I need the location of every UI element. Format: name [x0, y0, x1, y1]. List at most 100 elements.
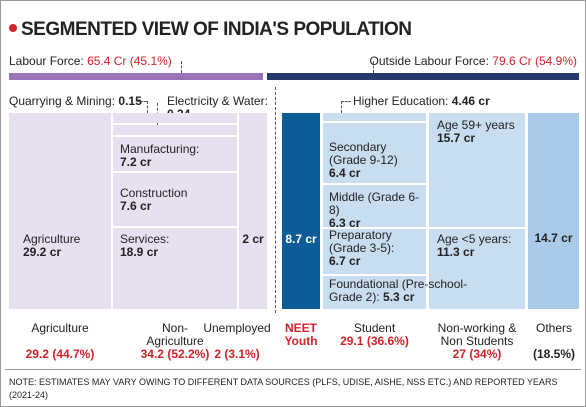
label: Electricity & Water:	[167, 94, 268, 108]
manufacturing-block: Manufacturing: 7.2 cr	[113, 137, 237, 171]
label: Age <5 years:	[437, 232, 512, 246]
footer-agriculture: Agriculture 29.2 (44.7%)	[5, 322, 115, 361]
label: Non-working &	[437, 321, 517, 335]
label: Higher Education:	[353, 94, 449, 108]
label: Youth	[284, 334, 318, 348]
value: 14.7 cr	[534, 231, 573, 245]
quarrying-block	[113, 113, 237, 123]
secondary-block: Secondary (Grade 9-12) 6.4 cr	[323, 123, 426, 183]
block-label: Agriculture 29.2 cr	[23, 233, 80, 259]
block-label: Age <5 years: 11.3 cr	[437, 233, 511, 259]
pct: (3.1%)	[224, 347, 260, 361]
value: 6.3 cr	[329, 216, 361, 230]
label: Non-	[161, 321, 188, 335]
construction-block: Construction 7.6 cr	[113, 173, 237, 226]
label: Secondary (Grade 9-12)	[329, 140, 398, 167]
label: Manufacturing:	[120, 142, 200, 156]
separator	[5, 369, 581, 370]
block-label: Services: 18.9 cr	[120, 233, 169, 259]
pct: (44.7%)	[52, 347, 95, 361]
value: 29.1	[340, 334, 364, 348]
value: 18.9 cr	[120, 245, 159, 259]
label: Foundational (Pre-school-Grade 2):	[329, 277, 468, 304]
neet-block: 8.7 cr	[282, 113, 320, 309]
note: NOTE: ESTIMATES MAY VARY OWING TO DIFFER…	[9, 377, 558, 400]
agriculture-block: Agriculture 29.2 cr	[9, 113, 111, 309]
block-label: Construction 7.6 cr	[120, 187, 187, 213]
value: 29.2 cr	[23, 245, 62, 259]
block-label: Middle (Grade 6-8) 6.3 cr	[329, 191, 426, 230]
value: 8.7 cr	[285, 232, 317, 246]
quarrying-callout: Quarrying & Mining: 0.15	[9, 95, 142, 108]
labour-label: Labour Force: 65.4 Cr (45.1%)	[9, 55, 172, 68]
value: 15.7 cr	[437, 131, 476, 145]
pct: (52.2%)	[167, 347, 210, 361]
label: NEET	[284, 321, 317, 335]
connector	[147, 101, 148, 113]
electricity-block	[113, 125, 237, 135]
value: 4.46 cr	[451, 94, 490, 108]
title: SEGMENTED VIEW OF INDIA'S POPULATION	[21, 19, 412, 40]
label: Middle (Grade 6-8)	[329, 190, 420, 217]
outside-value: 79.6 Cr	[492, 54, 532, 68]
value: 6.7 cr	[329, 254, 361, 268]
foundational-block: Foundational (Pre-school-Grade 2): 5.3 c…	[323, 276, 467, 309]
outside-bar	[267, 73, 579, 80]
value: 11.3 cr	[437, 245, 475, 259]
unemployed-block: 2 cr	[239, 113, 267, 309]
pct: (36.6%)	[366, 334, 409, 348]
connector	[137, 101, 147, 102]
footer-non-agriculture: Non- Agriculture 34.2 (52.2%)	[115, 322, 235, 361]
middle-block: Middle (Grade 6-8) 6.3 cr	[323, 185, 426, 230]
pct: (34%)	[469, 347, 502, 361]
block-label: Preparatory (Grade 3-5): 6.7 cr	[329, 229, 425, 268]
footer-others: Others (18.5%)	[525, 322, 583, 361]
labour-bar	[9, 73, 263, 80]
label: Non Students	[440, 334, 514, 348]
label: Preparatory (Grade 3-5):	[329, 228, 395, 255]
connector	[341, 101, 351, 102]
footer-unemployed: Unemployed 2 (3.1%)	[201, 322, 273, 361]
value: 29.2	[25, 347, 49, 361]
value: 27	[452, 347, 466, 361]
value: 34.2	[140, 347, 164, 361]
block-label: Manufacturing: 7.2 cr	[120, 143, 199, 169]
block-label: Secondary (Grade 9-12) 6.4 cr	[329, 141, 425, 180]
block-label: Age 59+ years 15.7 cr	[437, 119, 515, 145]
higher-ed-callout: Higher Education: 4.46 cr	[353, 95, 490, 108]
block-label: Foundational (Pre-school-Grade 2): 5.3 c…	[329, 278, 469, 304]
value: 6.4 cr	[329, 166, 361, 180]
label: Services:	[120, 232, 170, 246]
value: 2 cr	[242, 232, 264, 246]
label: Age 59+ years	[437, 118, 515, 132]
value: 7.2 cr	[120, 155, 152, 169]
footer-neet: NEET Youth	[277, 322, 325, 348]
value: 7.6 cr	[120, 199, 152, 213]
labour-text: Labour Force:	[9, 54, 84, 68]
label: Quarrying & Mining:	[9, 94, 116, 108]
outside-text: Outside Labour Force:	[369, 54, 489, 68]
footer-non-working: Non-working & Non Students 27 (34%)	[425, 322, 529, 361]
label: Others	[535, 321, 572, 335]
divider	[275, 87, 276, 313]
label: Agriculture	[146, 334, 204, 348]
title-bullet	[9, 24, 17, 32]
label: Unemployed	[203, 321, 271, 335]
label: Student	[353, 321, 396, 335]
services-block: Services: 18.9 cr	[113, 228, 237, 309]
outside-label: Outside Labour Force: 79.6 Cr (54.9%)	[370, 55, 577, 68]
value: 0.15	[118, 94, 142, 108]
label: Agriculture	[23, 232, 81, 246]
value: 2	[214, 347, 221, 361]
labour-value: 65.4 Cr	[87, 54, 127, 68]
connector	[181, 61, 182, 73]
pct: (18.5%)	[532, 347, 576, 361]
age5-block: Age <5 years: 11.3 cr	[429, 229, 525, 309]
connector	[341, 101, 342, 113]
higher-ed-block	[323, 113, 426, 121]
footer-student: Student 29.1 (36.6%)	[323, 322, 426, 348]
connector	[373, 61, 374, 73]
label: Agriculture	[31, 321, 89, 335]
label: Construction	[120, 186, 188, 200]
